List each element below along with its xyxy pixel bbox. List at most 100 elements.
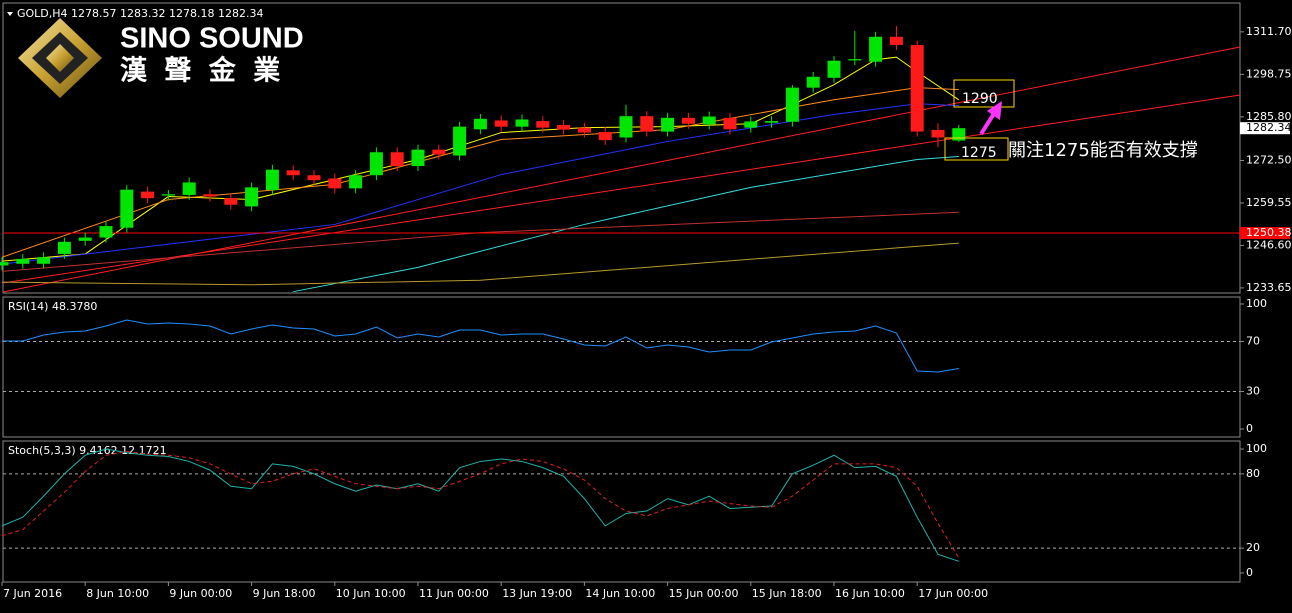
series-line [293, 156, 959, 293]
candle-body [37, 257, 51, 264]
y-tick-label: 1272.50 [1246, 153, 1292, 166]
candle-body [598, 131, 612, 141]
x-tick-label: 10 Jun 10:00 [336, 587, 406, 600]
y-tick-label: 100 [1246, 442, 1267, 455]
series-line [1, 87, 959, 258]
menu-arrow [7, 12, 13, 16]
candle-body [869, 36, 883, 62]
candle-body [931, 129, 945, 138]
candle-body [661, 117, 675, 132]
hline-label: 1250.38 [1246, 226, 1292, 239]
candle-body [328, 178, 342, 189]
candle-body [515, 119, 529, 127]
candle-body [744, 121, 758, 128]
candle-body [99, 226, 113, 238]
y-tick-label: 1298.75 [1246, 67, 1292, 80]
x-tick-label: 15 Jun 00:00 [669, 587, 739, 600]
candle-body [182, 182, 196, 195]
y-tick-label: 100 [1246, 297, 1267, 310]
candle-body [681, 117, 695, 124]
logo-chinese: 漢 聲 金 業 [120, 55, 284, 87]
series-line [2, 319, 959, 373]
candle-body [702, 116, 716, 125]
y-tick-label: 1285.80 [1246, 110, 1292, 123]
x-tick-label: 9 Jun 18:00 [253, 587, 316, 600]
y-tick-label: 1233.65 [1246, 281, 1292, 294]
candle-body [78, 237, 92, 241]
candle-body [827, 60, 841, 78]
support-label: 1275 [961, 145, 997, 161]
x-tick-label: 14 Jun 10:00 [585, 587, 655, 600]
trend-line [2, 94, 1241, 284]
stoch-title: Stoch(5,3,3) 9.4162 12.1721 [8, 444, 167, 457]
candle-body [307, 175, 321, 181]
candle-body [0, 262, 9, 266]
x-tick-label: 9 Jun 00:00 [169, 587, 232, 600]
hline-label-bg [1240, 227, 1290, 240]
candle-body [952, 128, 966, 141]
stoch-panel [2, 440, 1241, 583]
arrow-head [987, 101, 1002, 120]
candle-body [286, 170, 300, 176]
candle-body [640, 116, 654, 132]
last-price-bg [1240, 122, 1290, 135]
candle-body [619, 116, 633, 138]
y-tick-label: 80 [1246, 467, 1260, 480]
logo-name: SINO SOUND [120, 23, 304, 55]
series-line [1, 211, 959, 272]
series-line [1, 103, 959, 265]
x-tick-label: 13 Jun 19:00 [502, 587, 572, 600]
logo: SINO SOUND 漢 聲 金 業 [18, 18, 304, 98]
candle-body [785, 87, 799, 122]
logo-core [46, 44, 74, 72]
candle-body [141, 191, 155, 199]
y-tick-label: 0 [1246, 566, 1253, 579]
candle-body [889, 36, 903, 45]
series-line [1, 451, 960, 559]
candle-body [536, 121, 550, 128]
note: 關注1275能否有效支撐 [1008, 140, 1198, 161]
candle-body [910, 44, 924, 132]
x-tick-label: 16 Jun 10:00 [835, 587, 905, 600]
candle-body [369, 152, 383, 176]
candle-body [494, 120, 508, 127]
series-line [1, 448, 959, 562]
candle-body [161, 194, 175, 196]
y-tick-label: 1246.60 [1246, 238, 1292, 251]
candle-body [203, 194, 217, 197]
series-line [1, 242, 959, 286]
x-tick-label: 15 Jun 18:00 [752, 587, 822, 600]
x-tick-label: 7 Jun 2016 [3, 587, 62, 600]
y-tick-label: 30 [1246, 385, 1260, 398]
y-tick-label: 0 [1246, 422, 1253, 435]
rsi-title: RSI(14) 48.3780 [8, 300, 97, 313]
y-tick-label: 1259.55 [1246, 196, 1292, 209]
y-tick-label: 20 [1246, 541, 1260, 554]
candle-body [577, 127, 591, 133]
candle-body [432, 149, 446, 155]
trend-lines [2, 46, 1241, 293]
candle-body [411, 149, 425, 167]
candle-body [265, 169, 279, 190]
resistance-label: 1290 [962, 91, 998, 107]
candle-body [245, 187, 259, 207]
y-tick-label: 1311.70 [1246, 25, 1292, 38]
main-panel [2, 2, 1241, 294]
rsi-panel [2, 296, 1241, 438]
candle-body [723, 117, 737, 130]
chart-title: GOLD,H4 1278.57 1283.32 1278.18 1282.34 [17, 7, 264, 20]
candle-body [473, 118, 487, 130]
resistance-box [953, 79, 1015, 108]
candle-body [224, 198, 238, 205]
support-box [944, 137, 1009, 161]
last-price-label: 1282.34 [1246, 121, 1292, 134]
x-tick-label: 11 Jun 00:00 [419, 587, 489, 600]
candle-body [349, 175, 363, 189]
x-tick-label: 17 Jun 00:00 [918, 587, 988, 600]
candle-body [806, 76, 820, 88]
candle-body [453, 126, 467, 156]
candle-body [765, 121, 779, 123]
candle-body [557, 125, 571, 130]
